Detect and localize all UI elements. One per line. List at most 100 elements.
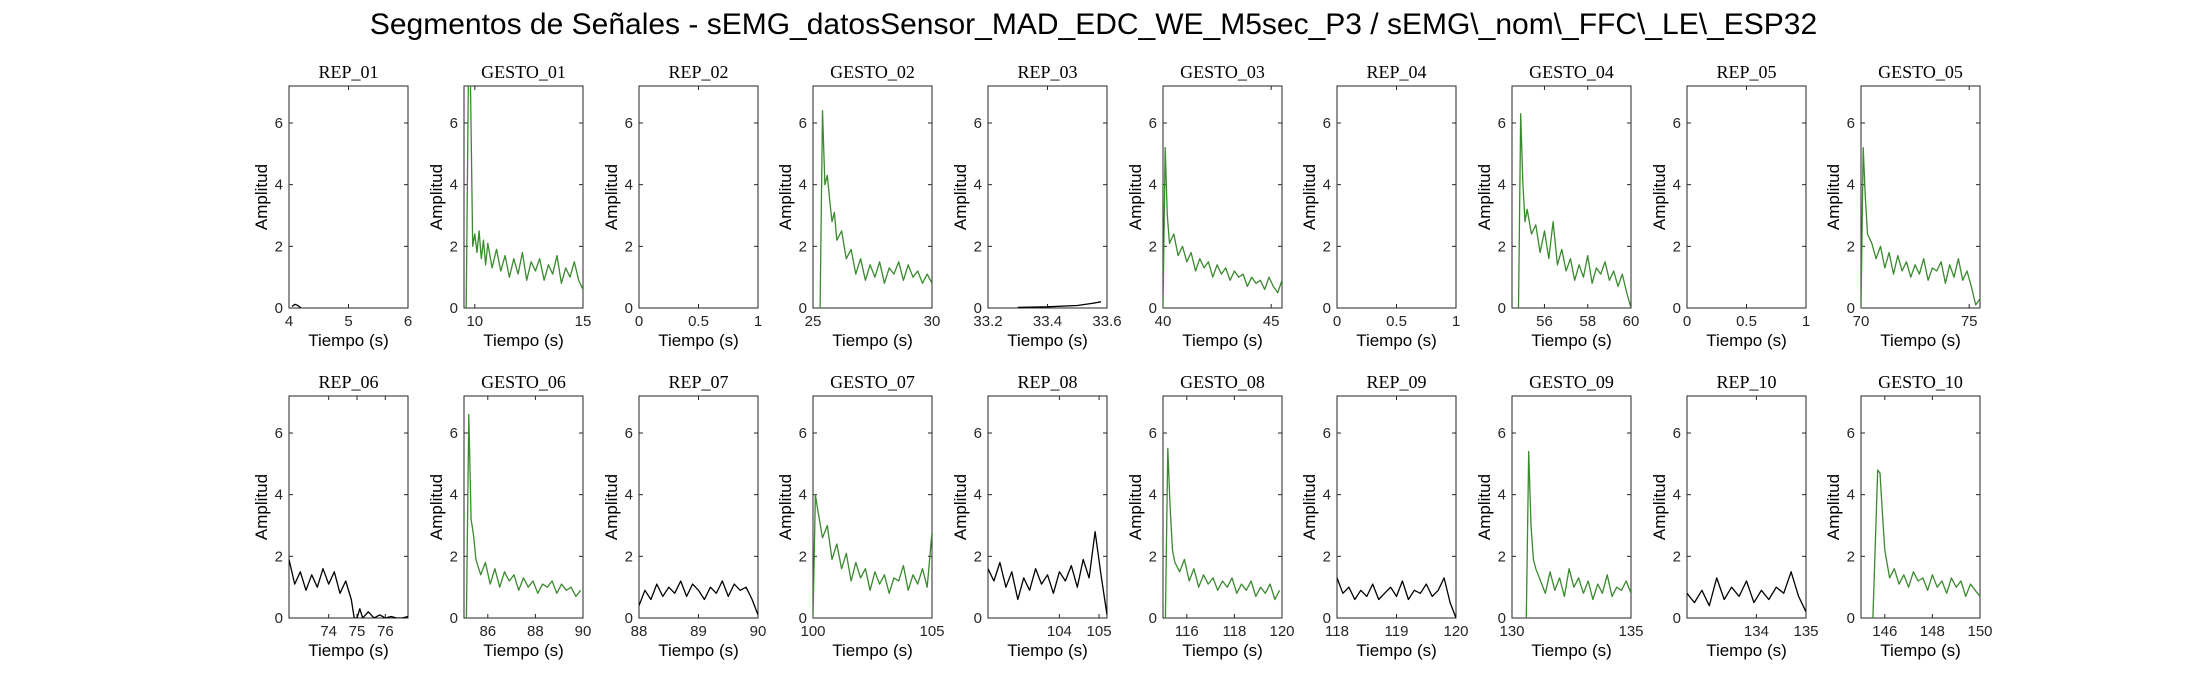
gesto-signal-line	[1872, 469, 1980, 618]
y-axis-label: Amplitud	[252, 164, 271, 230]
y-axis-label: Amplitud	[602, 474, 621, 540]
x-axis-label: Tiempo (s)	[1531, 331, 1612, 350]
rep-signal-line	[1337, 577, 1456, 618]
subplot-rep-07: REP_07 0 2 4 6 88 89 90 Tiempo (s) Amplitud	[602, 372, 766, 660]
y-tick-label: 2	[1847, 238, 1855, 255]
y-tick-label: 2	[1498, 548, 1506, 565]
x-tick-label: 130	[1499, 623, 1524, 640]
x-tick-label: 6	[404, 313, 412, 330]
subplot-title: GESTO_01	[481, 62, 566, 82]
subplot-gesto-09: GESTO_09 0 2 4 6 130 135 Tiempo (s) Amplitud	[1475, 372, 1644, 660]
y-tick-label: 6	[1149, 425, 1157, 442]
y-tick-label: 6	[1673, 115, 1681, 132]
y-axis-label: Amplitud	[1824, 474, 1843, 540]
rep-signal-line	[639, 580, 758, 616]
subplot-gesto-01: GESTO_01 0 2 4 6 10 15 Tiempo (s) Amplitud	[427, 62, 591, 350]
y-tick-label: 4	[1498, 177, 1506, 194]
x-axis-label: Tiempo (s)	[1880, 331, 1961, 350]
x-axis-label: Tiempo (s)	[1356, 641, 1437, 660]
x-tick-label: 119	[1385, 623, 1409, 640]
axes-box	[1686, 395, 1807, 619]
y-axis-label: Amplitud	[1650, 474, 1669, 540]
x-axis-label: Tiempo (s)	[832, 641, 913, 660]
y-tick-label: 6	[625, 115, 633, 132]
axes-box	[463, 395, 584, 619]
y-tick-label: 4	[1673, 487, 1681, 504]
y-tick-label: 2	[974, 238, 982, 255]
y-tick-label: 0	[1673, 610, 1681, 627]
y-tick-label: 6	[625, 425, 633, 442]
y-tick-label: 0	[450, 610, 458, 627]
x-tick-label: 58	[1579, 313, 1596, 330]
subplot-title: REP_01	[318, 62, 378, 82]
subplot-rep-10: REP_10 0 2 4 6 134 135 Tiempo (s) Amplitud	[1650, 372, 1819, 660]
x-tick-label: 90	[750, 623, 767, 640]
subplot-gesto-04: GESTO_04 0 2 4 6 56 58 60 Tiempo (s) Amplitud	[1475, 62, 1639, 350]
x-axis-label: Tiempo (s)	[658, 641, 739, 660]
y-axis-label: Amplitud	[776, 164, 795, 230]
axes-box	[812, 395, 933, 619]
gesto-signal-line	[1525, 450, 1631, 618]
x-tick-label: 40	[1155, 313, 1172, 330]
y-axis-label: Amplitud	[427, 474, 446, 540]
y-tick-label: 6	[1149, 115, 1157, 132]
y-tick-label: 6	[275, 115, 283, 132]
y-tick-label: 6	[1498, 425, 1506, 442]
y-tick-label: 4	[799, 487, 807, 504]
x-tick-label: 148	[1920, 623, 1945, 640]
x-tick-label: 0.5	[688, 313, 709, 330]
rep-signal-line	[1687, 571, 1806, 613]
gesto-signal-line	[1164, 447, 1281, 618]
x-tick-label: 118	[1325, 623, 1349, 640]
subplot-title: REP_08	[1017, 372, 1077, 392]
y-tick-label: 0	[275, 300, 283, 317]
axes-box	[463, 85, 584, 309]
y-tick-label: 6	[974, 115, 982, 132]
x-tick-label: 0	[1333, 313, 1341, 330]
x-tick-label: 4	[285, 313, 293, 330]
subplot-rep-05: REP_05 0 2 4 6 0 0.5 1 Tiempo (s) Amplitud	[1650, 62, 1810, 350]
subplot-title: GESTO_09	[1529, 372, 1614, 392]
x-tick-label: 10	[466, 313, 483, 330]
y-tick-label: 4	[1673, 177, 1681, 194]
y-tick-label: 2	[799, 548, 807, 565]
gesto-signal-line	[1861, 147, 1980, 308]
y-tick-label: 2	[450, 238, 458, 255]
axes-box	[1511, 395, 1632, 619]
subplot-gesto-10: GESTO_10 0 2 4 6 146 148 150 Tiempo (s) Amplitud	[1824, 372, 1993, 660]
x-tick-label: 105	[1087, 623, 1112, 640]
x-axis-label: Tiempo (s)	[1007, 641, 1088, 660]
rep-signal-line	[289, 559, 408, 618]
x-tick-label: 88	[631, 623, 648, 640]
gesto-signal-line	[813, 494, 932, 618]
rep-signal-line	[291, 303, 302, 308]
y-tick-label: 4	[1149, 487, 1157, 504]
x-tick-label: 120	[1443, 623, 1468, 640]
axes-box	[1511, 85, 1632, 309]
y-tick-label: 2	[1149, 548, 1157, 565]
y-tick-label: 0	[625, 300, 633, 317]
y-tick-label: 0	[974, 610, 982, 627]
y-tick-label: 2	[1323, 238, 1331, 255]
x-tick-label: 60	[1623, 313, 1640, 330]
x-tick-label: 5	[344, 313, 352, 330]
x-tick-label: 33.6	[1092, 313, 1121, 330]
y-tick-label: 4	[625, 177, 633, 194]
y-tick-label: 4	[275, 487, 283, 504]
x-axis-label: Tiempo (s)	[1182, 331, 1263, 350]
x-tick-label: 15	[575, 313, 592, 330]
subplot-title: REP_04	[1366, 62, 1426, 82]
y-tick-label: 0	[450, 300, 458, 317]
y-tick-label: 6	[1847, 115, 1855, 132]
y-tick-label: 4	[799, 177, 807, 194]
y-tick-label: 0	[1673, 300, 1681, 317]
x-tick-label: 104	[1047, 623, 1072, 640]
y-tick-label: 0	[799, 300, 807, 317]
x-axis-label: Tiempo (s)	[308, 331, 389, 350]
y-axis-label: Amplitud	[1300, 164, 1319, 230]
x-tick-label: 120	[1269, 623, 1294, 640]
